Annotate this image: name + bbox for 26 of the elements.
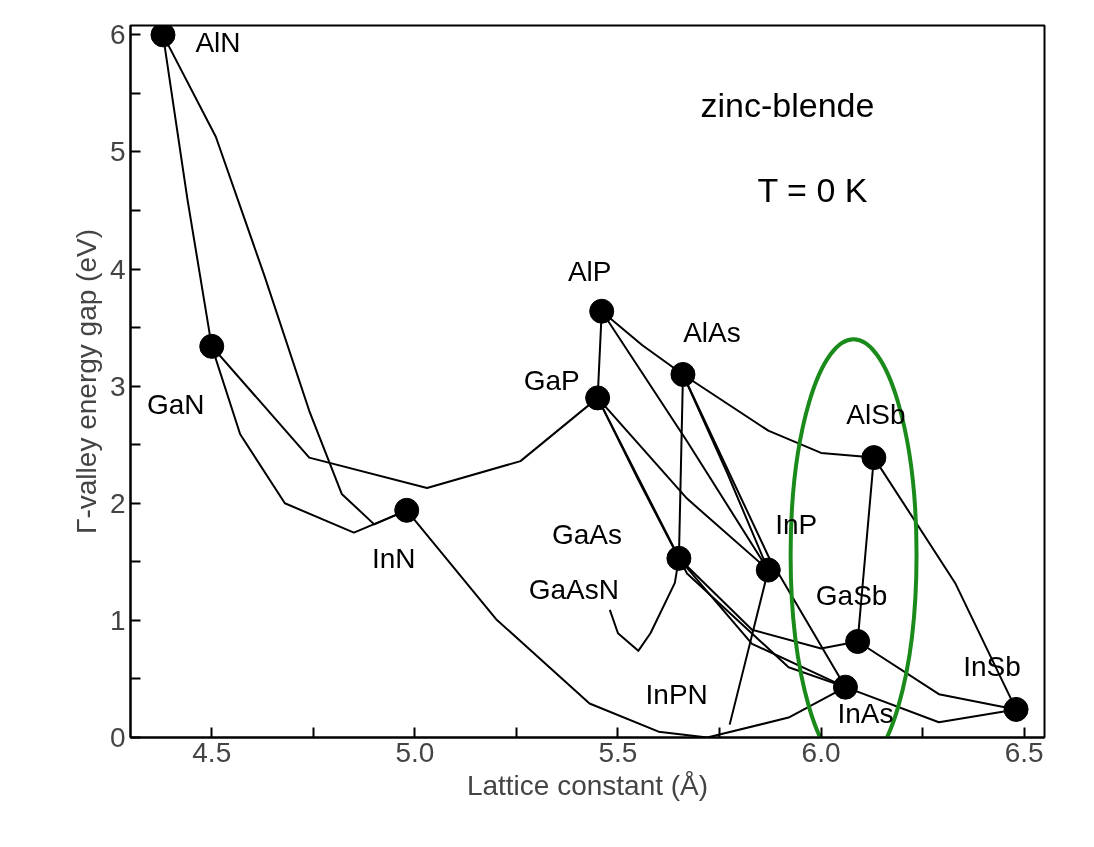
y-tick-label: 6 [109,19,126,51]
x-tick-label: 5.5 [598,736,638,768]
annotation: InPN [645,679,708,711]
annotation: T = 0 K [757,170,868,209]
x-tick-label: 6.5 [1004,736,1044,768]
annotation: zinc-blende [700,85,875,124]
y-tick-label: 1 [109,604,126,636]
annotation: InAs [837,697,894,729]
y-axis-title: Γ-valley energy gap (eV) [70,229,102,534]
y-tick-label: 3 [109,370,126,402]
y-tick-label: 4 [109,253,126,285]
x-axis-title: Lattice constant (Å) [466,769,709,801]
y-tick-label: 5 [109,136,126,168]
y-tick-label: 2 [109,487,126,519]
x-tick-label: 5.0 [395,736,435,768]
annotation: GaAs [551,518,622,550]
annotation: GaAsN [528,574,619,606]
annotation: GaP [523,365,580,397]
annotation: AlAs [683,316,741,348]
annotation: AlN [195,27,241,59]
annotation: GaN [146,388,205,420]
x-tick-label: 6.0 [801,736,841,768]
x-tick-label: 4.5 [192,736,232,768]
annotation: InN [371,542,416,574]
y-tick-label: 0 [109,722,126,753]
annotation: AlP [567,255,612,287]
